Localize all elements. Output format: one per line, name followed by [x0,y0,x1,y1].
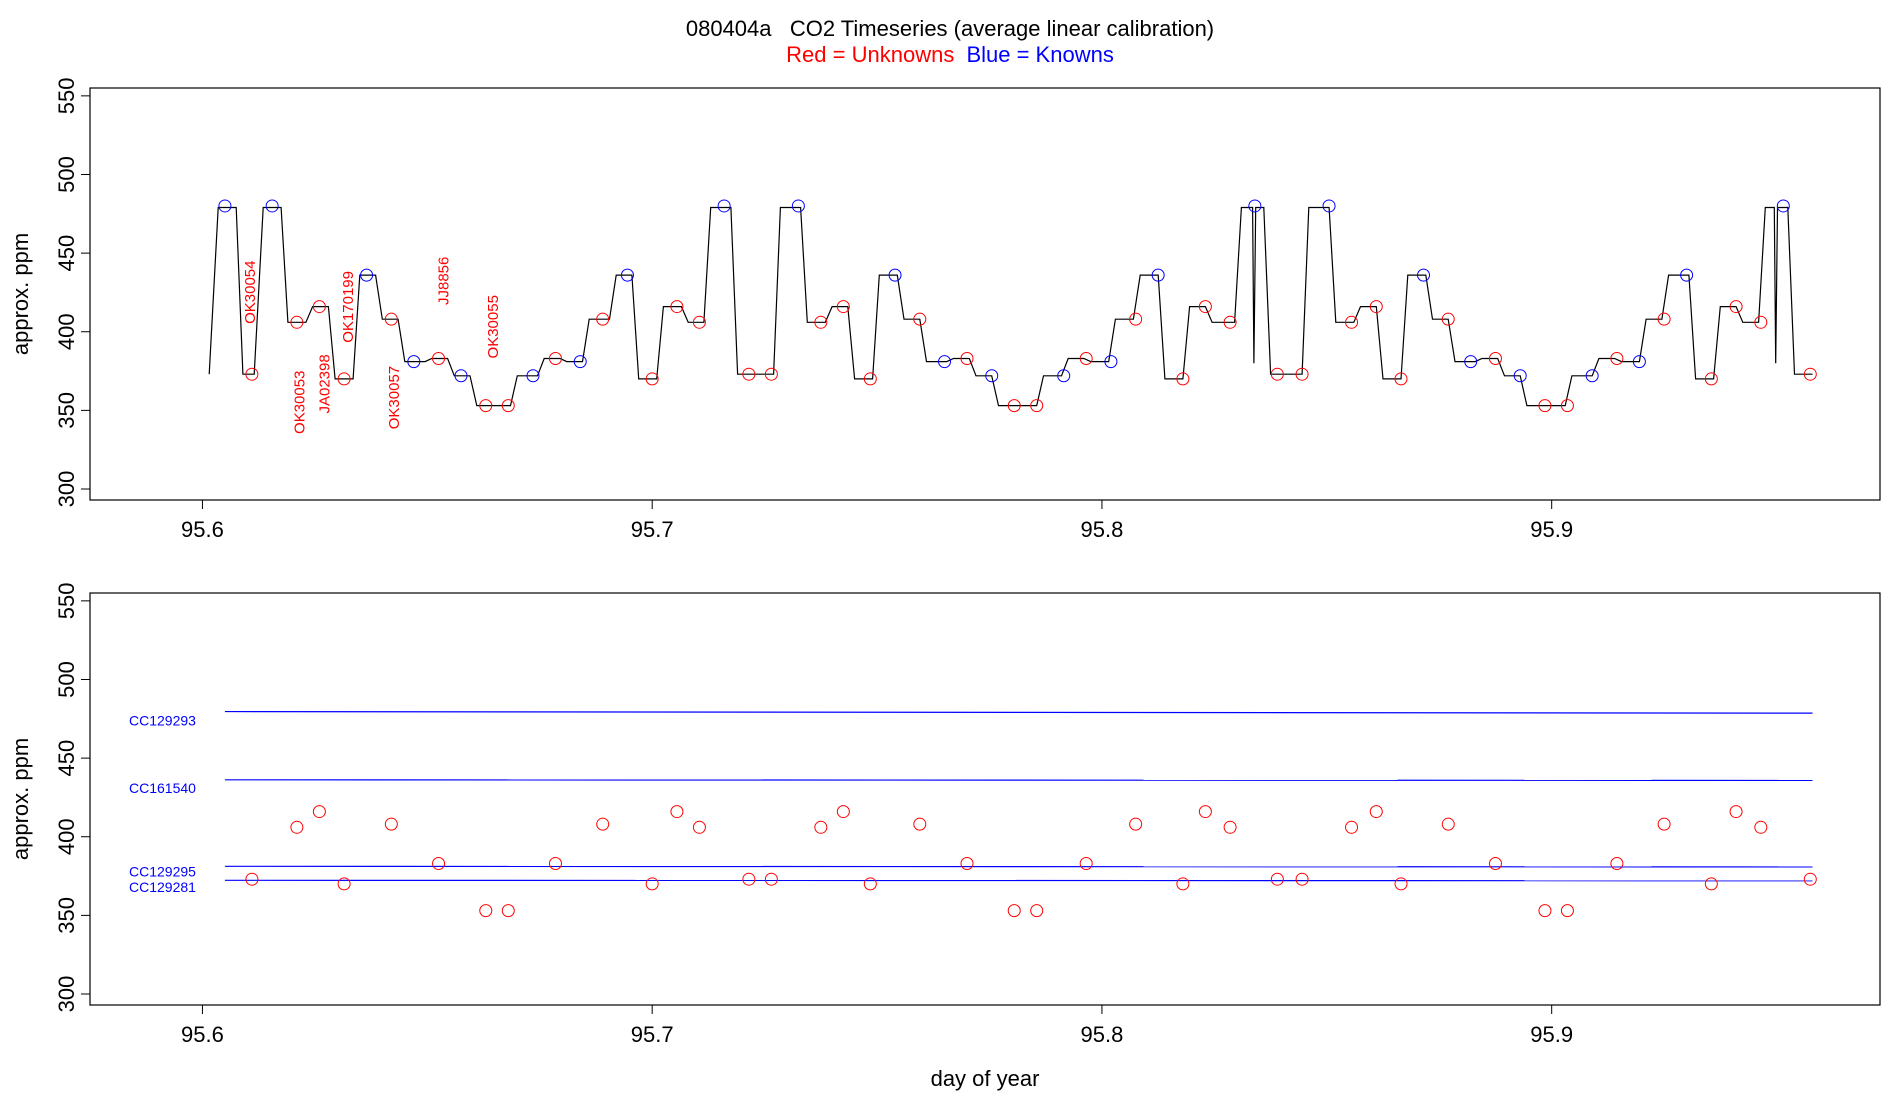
reference-line-label: CC129293 [129,712,196,728]
x-tick-label: 95.6 [181,1022,224,1047]
unknown-sample-point [646,878,658,890]
legend-text: Red = Unknowns Blue = Knowns [786,42,1114,67]
x-tick-label: 95.8 [1081,1022,1124,1047]
bottom-panel: 95.6 95.7 95.8 95.9 300 350 400 450 500 550 approx… [8,583,1880,1091]
unknown-sample-point [1755,821,1767,833]
reference-line-cc129295 [225,866,1813,867]
sample-annotation: OK170199 [340,271,357,343]
sample-annotation: OK30057 [386,366,403,429]
unknown-sample-point [1346,821,1358,833]
y-tick-label: 300 [54,976,79,1013]
reference-line-cc161540 [225,780,1813,781]
y-tick-label: 350 [54,392,79,429]
unknown-sample-point [1539,905,1551,917]
unknown-sample-point [1130,818,1142,830]
chart-title: 080404a CO2 Timeseries (average linear c… [686,16,1214,41]
unknown-sample-point [291,821,303,833]
unknown-sample-point [597,818,609,830]
reference-line-label: CC129295 [129,863,196,879]
x-tick-label: 95.8 [1081,517,1124,542]
y-tick-label: 550 [54,583,79,620]
y-tick-label: 500 [54,156,79,193]
reference-line-label: CC161540 [129,780,196,796]
unknown-sample-point [1730,806,1742,818]
unknown-sample-point [502,905,514,917]
known-sample-point [266,200,278,212]
reference-line-label: CC129281 [129,879,196,895]
unknown-sample-point [246,873,258,885]
known-sample-point [219,200,231,212]
unknown-sample-point [1705,878,1717,890]
y-tick-label: 400 [54,818,79,855]
unknown-sample-point [1008,905,1020,917]
y-tick-label: 450 [54,740,79,777]
unknown-sample-point [480,905,492,917]
unknown-sample-point [1224,821,1236,833]
unknown-sample-point [1271,873,1283,885]
x-tick-label: 95.9 [1530,517,1573,542]
sample-annotation: JA02398 [316,354,333,413]
known-sample-point [1777,200,1789,212]
x-tick-label: 95.7 [631,517,674,542]
y-tick-label: 400 [54,313,79,350]
unknown-sample-point [837,806,849,818]
legend-knowns: Blue = Knowns [966,42,1113,67]
known-sample-point [792,200,804,212]
unknown-sample-point [671,806,683,818]
unknown-sample-point [864,878,876,890]
unknown-sample-point [693,821,705,833]
unknown-sample-point [313,806,325,818]
sample-annotation: OK30053 [292,371,309,434]
y-axis-label: approx. ppm [8,738,33,860]
unknown-sample-point [1177,878,1189,890]
unknown-sample-point [1561,905,1573,917]
legend-unknowns: Red = Unknowns [786,42,954,67]
sample-annotation: OK30055 [485,295,502,358]
x-axis-label: day of year [931,1066,1040,1091]
unknown-sample-point [1080,857,1092,869]
unknown-sample-point [1658,818,1670,830]
sample-annotation: JJ8856 [435,257,452,305]
x-tick-label: 95.9 [1530,1022,1573,1047]
unknown-sample-point [1489,857,1501,869]
unknown-sample-point [914,818,926,830]
unknown-sample-point [1442,818,1454,830]
unknown-sample-point [385,818,397,830]
top-panel: 95.6 95.7 95.8 95.9 300 350 400 450 500 550 approx… [8,78,1880,542]
y-tick-label: 550 [54,78,79,115]
sample-annotation: OK30054 [242,260,259,323]
unknown-sample-point [338,878,350,890]
unknown-sample-point [1611,857,1623,869]
unknown-sample-point [961,857,973,869]
unknown-sample-point [433,857,445,869]
unknown-sample-point [549,857,561,869]
unknown-sample-point [1031,905,1043,917]
y-tick-label: 350 [54,897,79,934]
y-tick-label: 300 [54,471,79,508]
unknown-sample-point [1199,806,1211,818]
unknown-sample-point [1296,873,1308,885]
unknown-sample-point [815,821,827,833]
reference-line-cc129293 [225,712,1813,714]
known-sample-point [718,200,730,212]
unknown-sample-point [1804,873,1816,885]
known-sample-point [1249,200,1261,212]
unknown-sample-point [765,873,777,885]
y-axis-label: approx. ppm [8,233,33,355]
co2-trace-line [209,208,1812,406]
plot-frame [90,593,1880,1005]
unknown-sample-point [1370,806,1382,818]
x-tick-label: 95.7 [631,1022,674,1047]
unknown-sample-point [1395,878,1407,890]
y-tick-label: 500 [54,661,79,698]
y-tick-label: 450 [54,235,79,272]
unknown-sample-point [743,873,755,885]
x-tick-label: 95.6 [181,517,224,542]
